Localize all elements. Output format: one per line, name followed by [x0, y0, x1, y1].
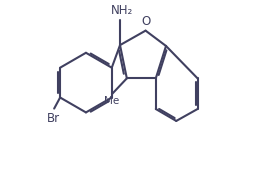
Text: NH₂: NH₂ [111, 4, 133, 17]
Text: Br: Br [47, 112, 60, 125]
Text: O: O [142, 15, 151, 28]
Text: Me: Me [104, 96, 119, 106]
